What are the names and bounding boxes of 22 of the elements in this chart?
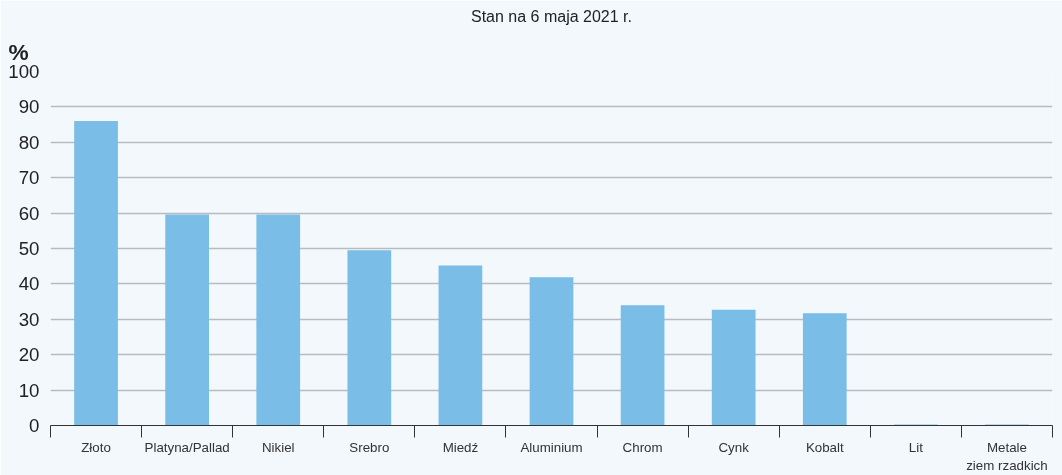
x-tick-label: Miedź <box>442 439 479 455</box>
x-tick-label: Platyna/Pallad <box>144 439 230 455</box>
y-tick-label: 90 <box>18 96 40 118</box>
x-tick-label: Srebro <box>349 439 390 455</box>
x-tick-label: Lit <box>908 439 924 455</box>
y-tick-label: 40 <box>18 273 40 295</box>
chart-subtitle: Stan na 6 maja 2021 r. <box>471 7 632 25</box>
x-tick-label: Nikiel <box>261 439 295 455</box>
x-tick-label: Złoto <box>81 439 111 455</box>
x-tick-label: Chrom <box>622 439 663 455</box>
x-tick-label: Aluminium <box>520 439 583 455</box>
x-tick-label: Kobalt <box>805 439 844 455</box>
y-tick-label: 20 <box>18 344 40 366</box>
x-tick-label: Metale ziem rzadkich <box>966 439 1048 473</box>
y-tick-label: 10 <box>18 379 40 401</box>
y-tick-label: 0 <box>29 415 40 436</box>
y-tick-label: 80 <box>18 131 40 153</box>
y-tick-label: 50 <box>18 238 40 259</box>
y-tick-label: 60 <box>18 202 40 224</box>
x-tick-label: Cynk <box>718 439 750 455</box>
y-tick-label: 70 <box>18 167 40 189</box>
y-tick-label: 30 <box>18 308 40 330</box>
